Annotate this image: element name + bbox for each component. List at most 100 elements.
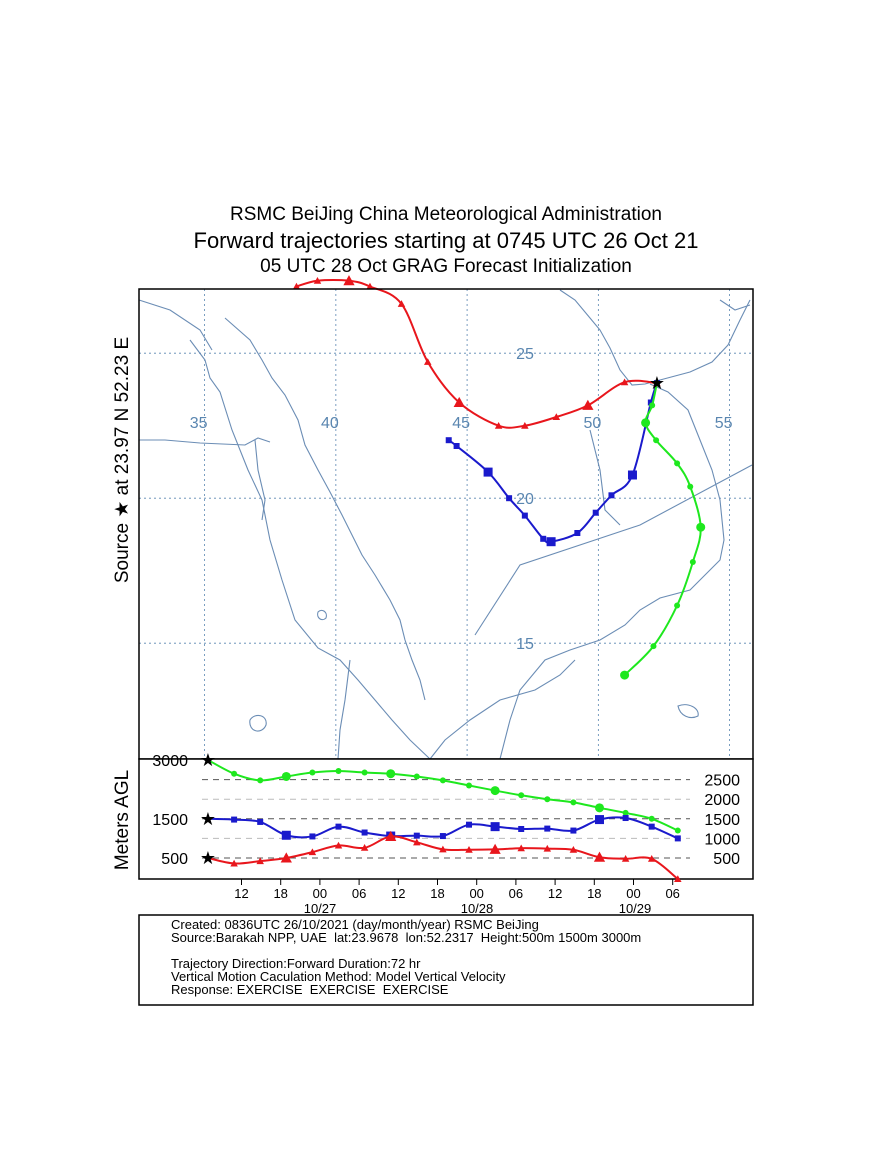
height-tick-right: 500 bbox=[713, 851, 740, 868]
height-point-blue bbox=[257, 818, 264, 825]
coastline-segment bbox=[317, 609, 327, 621]
height-point-blue bbox=[309, 833, 316, 840]
height-point-green bbox=[413, 773, 420, 780]
height-point-green bbox=[281, 771, 291, 781]
trajectory-point-blue bbox=[506, 495, 513, 502]
chart-title-line2: Forward trajectories starting at 0745 UT… bbox=[193, 228, 699, 253]
height-point-green bbox=[570, 799, 577, 806]
height-point-blue bbox=[466, 821, 472, 828]
time-tick-label: 06 bbox=[665, 886, 679, 901]
trajectory-point-red bbox=[343, 275, 355, 286]
trajectory-point-green bbox=[674, 602, 681, 609]
footer-direction: Trajectory Direction:Forward Duration:72… bbox=[171, 956, 421, 971]
trajectory-point-green bbox=[641, 418, 651, 428]
height-point-red bbox=[647, 855, 656, 862]
date-label: 10/27 bbox=[304, 901, 337, 916]
trajectory-point-red bbox=[423, 358, 432, 365]
trajectory-point-blue bbox=[540, 535, 547, 542]
coastline-segment bbox=[189, 339, 431, 760]
height-point-blue bbox=[648, 823, 655, 830]
height-point-green bbox=[439, 777, 446, 784]
trajectory-point-green bbox=[650, 643, 657, 650]
height-y-axis-label: Meters AGL bbox=[112, 770, 133, 870]
chart-title-line1: RSMC BeiJing China Meteorological Admini… bbox=[230, 204, 662, 225]
height-point-green bbox=[622, 809, 629, 816]
map-lat-label: 20 bbox=[516, 491, 534, 508]
height-point-blue bbox=[335, 823, 342, 830]
trajectory-point-red bbox=[397, 300, 406, 307]
height-tick-left: 3000 bbox=[152, 753, 188, 770]
height-point-red bbox=[517, 844, 525, 852]
trajectory-point-red bbox=[620, 378, 629, 386]
height-point-green bbox=[490, 786, 500, 796]
height-point-green bbox=[386, 769, 396, 779]
coastline-segment bbox=[139, 437, 271, 446]
height-profiles: ★ ★ ★ bbox=[200, 750, 682, 882]
height-point-green bbox=[309, 769, 316, 776]
height-point-blue bbox=[281, 830, 291, 840]
height-point-red bbox=[256, 857, 264, 865]
height-profile-green: ★ bbox=[200, 750, 681, 834]
height-point-red bbox=[489, 843, 501, 854]
footer-frame bbox=[138, 914, 754, 1006]
time-tick-label: 06 bbox=[352, 886, 366, 901]
height-point-red bbox=[543, 844, 552, 852]
map-lon-label: 35 bbox=[190, 415, 208, 432]
height-point-red bbox=[308, 848, 317, 856]
coastline-segment bbox=[138, 299, 213, 351]
coastline-segment bbox=[337, 659, 351, 760]
trajectory-point-red bbox=[521, 421, 529, 429]
map-lat-label: 15 bbox=[516, 636, 534, 653]
height-tick-right: 1500 bbox=[704, 812, 740, 829]
height-tick-left: 500 bbox=[161, 851, 188, 868]
footer-created: Created: 0836UTC 26/10/2021 (day/month/y… bbox=[171, 917, 539, 932]
trajectory-point-blue bbox=[445, 437, 452, 444]
height-point-red bbox=[280, 852, 292, 863]
coastline-segment bbox=[254, 439, 266, 521]
height-point-red bbox=[569, 846, 578, 853]
height-start-star-icon: ★ bbox=[200, 809, 216, 830]
source-side-label: Source ★ at 23.97 N 52.23 E bbox=[112, 337, 133, 583]
height-profile-panel: Meters AGL 2500 2000 1500 1000 500 3000 1500 50… bbox=[112, 750, 754, 882]
footer-info: Created: 0836UTC 26/10/2021 (day/month/y… bbox=[171, 918, 641, 996]
height-point-blue bbox=[595, 815, 604, 825]
height-point-green bbox=[361, 769, 368, 776]
map-trajectories: ★ bbox=[292, 275, 706, 680]
coastline-segment bbox=[677, 704, 699, 719]
trajectory-point-blue bbox=[592, 509, 599, 516]
trajectory-point-green bbox=[620, 670, 630, 680]
trajectory-point-green bbox=[649, 402, 656, 409]
height-tick-right: 2500 bbox=[704, 773, 740, 790]
time-tick-label: 12 bbox=[234, 886, 248, 901]
footer-source: Source:Barakah NPP, UAE lat:23.9678 lon:… bbox=[171, 930, 642, 945]
coastline-segment bbox=[224, 317, 426, 701]
trajectory-point-green bbox=[696, 522, 706, 532]
height-point-green bbox=[518, 792, 525, 799]
time-tick-label: 00 bbox=[313, 886, 327, 901]
map-grid-labels: 35 40 45 50 55 25 20 15 bbox=[190, 346, 733, 653]
trajectory-point-blue bbox=[483, 467, 493, 477]
map-grid bbox=[139, 289, 753, 759]
height-point-red bbox=[593, 851, 606, 862]
height-point-blue bbox=[674, 835, 681, 842]
trajectory-point-blue bbox=[574, 530, 581, 536]
trajectory-point-blue bbox=[627, 470, 637, 480]
height-point-red bbox=[465, 846, 473, 853]
coastline-segment bbox=[499, 383, 725, 760]
trajectory-point-blue bbox=[608, 492, 615, 499]
height-point-red bbox=[385, 830, 397, 841]
time-tick-label: 18 bbox=[587, 886, 601, 901]
time-tick-label: 18 bbox=[430, 886, 444, 901]
coastline-segment bbox=[474, 464, 753, 636]
height-point-green bbox=[648, 815, 655, 822]
map-lat-label: 25 bbox=[516, 346, 534, 363]
trajectory-point-green bbox=[653, 380, 660, 387]
trajectory-point-red bbox=[366, 282, 374, 290]
time-tick-label: 12 bbox=[548, 886, 562, 901]
time-axis: 12 18 00 06 12 18 00 06 12 18 00 06 10/27 10/28 10/29 bbox=[234, 879, 680, 916]
trajectory-point-red bbox=[582, 399, 594, 410]
height-point-green bbox=[595, 803, 604, 813]
trajectory-point-red bbox=[494, 421, 503, 429]
height-point-red bbox=[413, 838, 421, 846]
